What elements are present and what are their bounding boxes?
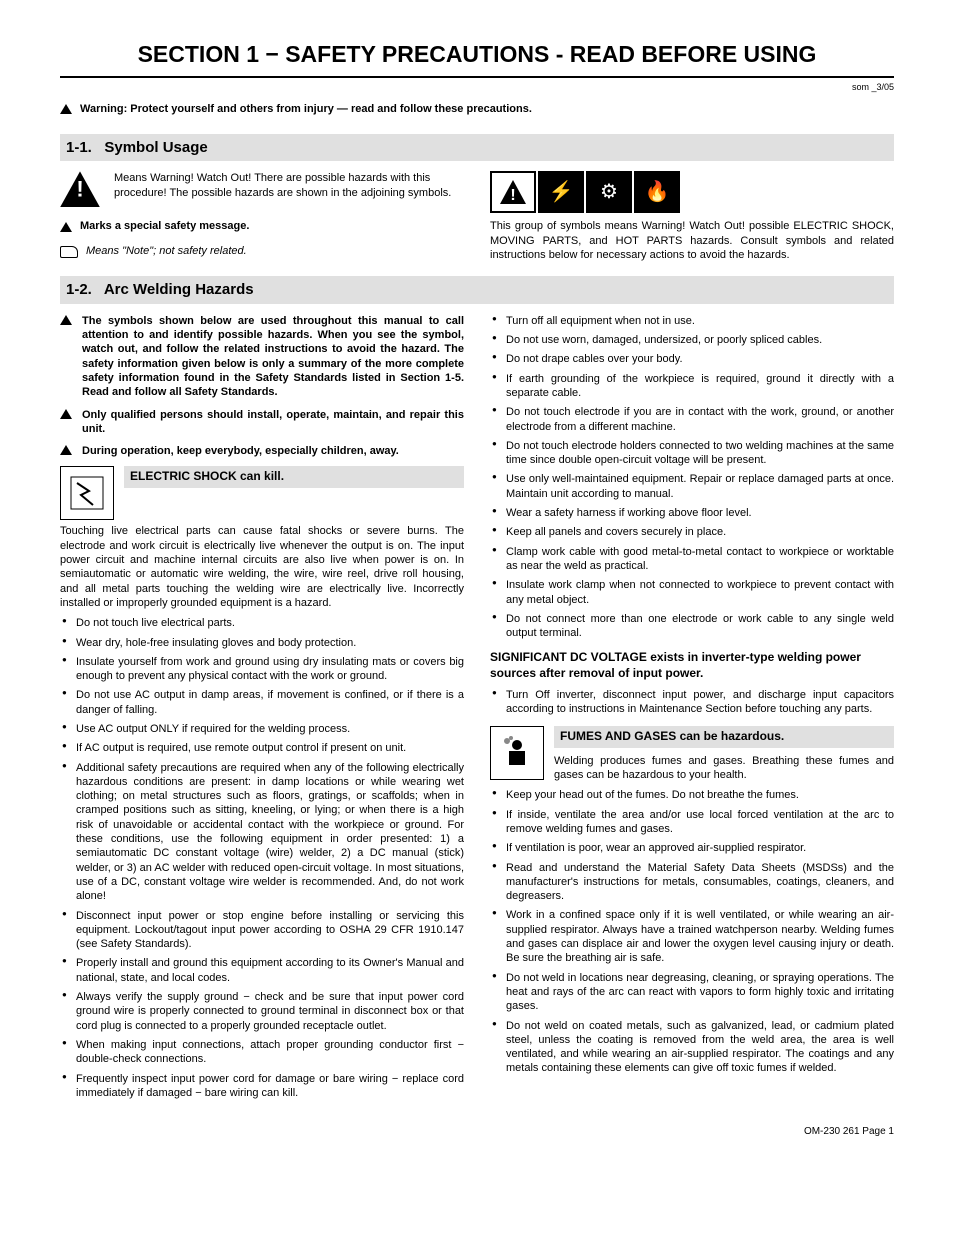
list-item: If earth grounding of the workpiece is r… <box>490 372 894 401</box>
list-item: Frequently inspect input power cord for … <box>60 1072 464 1101</box>
list-item: If AC output is required, use remote out… <box>60 741 464 755</box>
list-item: If inside, ventilate the area and/or use… <box>490 808 894 837</box>
list-item: Work in a confined space only if it is w… <box>490 908 894 965</box>
heading-title: Symbol Usage <box>104 139 207 156</box>
fumes-block: FUMES AND GASES can be hazardous. Weldin… <box>490 726 894 782</box>
top-warning-text: Warning: Protect yourself and others fro… <box>80 102 532 116</box>
electric-bullets-right: Turn off all equipment when not in use. … <box>490 314 894 641</box>
list-item: Do not drape cables over your body. <box>490 352 894 366</box>
heading-num: 1-1. <box>66 139 92 156</box>
symbol-strip: ! ⚡ ⚙ 🔥 <box>490 171 894 213</box>
list-item: Do not touch live electrical parts. <box>60 616 464 630</box>
heading-num: 1-2. <box>66 281 92 298</box>
strip-hot-parts-icon: 🔥 <box>634 171 680 213</box>
svg-text:!: ! <box>510 187 515 204</box>
list-item: If ventilation is poor, wear an approved… <box>490 841 894 855</box>
symbol-usage-columns: Means Warning! Watch Out! There are poss… <box>60 171 894 262</box>
strip-moving-parts-icon: ⚙ <box>586 171 632 213</box>
strip-shock-icon: ⚡ <box>538 171 584 213</box>
list-item: Use only well-maintained equipment. Repa… <box>490 472 894 501</box>
list-item: Keep your head out of the fumes. Do not … <box>490 788 894 802</box>
list-item: Do not touch electrode if you are in con… <box>490 405 894 434</box>
triangle-list: The symbols shown below are used through… <box>60 314 464 459</box>
warning-triangle-icon <box>60 222 72 232</box>
list-item: Wear a safety harness if working above f… <box>490 506 894 520</box>
strip-warning-icon: ! <box>490 171 536 213</box>
list-item: Read and understand the Material Safety … <box>490 861 894 904</box>
fumes-bullets: Keep your head out of the fumes. Do not … <box>490 788 894 1075</box>
list-item: Wear dry, hole-free insulating gloves an… <box>60 636 464 650</box>
heading-1-1: 1-1. Symbol Usage <box>60 134 894 162</box>
doc-revision: som _3/05 <box>60 82 894 94</box>
list-item: Do not use worn, damaged, undersized, or… <box>490 333 894 347</box>
fumes-icon <box>490 726 544 780</box>
dc-voltage-heading: SIGNIFICANT DC VOLTAGE exists in inverte… <box>490 650 894 681</box>
list-item: Use AC output ONLY if required for the w… <box>60 722 464 736</box>
electric-bullets-left: Do not touch live electrical parts. Wear… <box>60 616 464 1100</box>
electric-intro: Touching live electrical parts can cause… <box>60 524 464 610</box>
arc-welding-columns: The symbols shown below are used through… <box>60 314 894 1105</box>
heading-title: Arc Welding Hazards <box>104 281 254 298</box>
page-footer: OM-230 261 Page 1 <box>60 1125 894 1138</box>
list-item: Do not connect more than one electrode o… <box>490 612 894 641</box>
fumes-intro: Welding produces fumes and gases. Breath… <box>554 754 894 783</box>
list-item: Additional safety precautions are requir… <box>60 761 464 904</box>
list-item: Clamp work cable with good metal-to-meta… <box>490 545 894 574</box>
electric-shock-block: ELECTRIC SHOCK can kill. <box>60 466 464 520</box>
list-item: Do not weld on coated metals, such as ga… <box>490 1019 894 1076</box>
note-icon <box>60 246 78 258</box>
means-note-text: Means "Note"; not safety related. <box>86 244 247 258</box>
list-item: Turn off all equipment when not in use. <box>490 314 894 328</box>
list-item: Always verify the supply ground − check … <box>60 990 464 1033</box>
section-title: SECTION 1 − SAFETY PRECAUTIONS - READ BE… <box>60 40 894 78</box>
list-item: Insulate work clamp when not connected t… <box>490 578 894 607</box>
tri-item: The symbols shown below are used through… <box>60 314 464 400</box>
warning-triangle-icon <box>60 104 72 114</box>
dc-voltage-bullets: Turn Off inverter, disconnect input powe… <box>490 688 894 717</box>
electric-shock-icon <box>60 466 114 520</box>
symbol-group-text: This group of symbols means Warning! Wat… <box>490 219 894 262</box>
heading-1-2: 1-2. Arc Welding Hazards <box>60 276 894 304</box>
top-warning-row: Warning: Protect yourself and others fro… <box>60 102 894 116</box>
list-item: Do not touch electrode holders connected… <box>490 439 894 468</box>
list-item: Do not use AC output in damp areas, if m… <box>60 688 464 717</box>
marks-special-text: Marks a special safety message. <box>80 219 249 233</box>
fumes-heading: FUMES AND GASES can be hazardous. <box>554 726 894 748</box>
big-warning-icon <box>60 171 100 207</box>
list-item: When making input connections, attach pr… <box>60 1038 464 1067</box>
list-item: Properly install and ground this equipme… <box>60 956 464 985</box>
list-item: Turn Off inverter, disconnect input powe… <box>490 688 894 717</box>
list-item: Disconnect input power or stop engine be… <box>60 909 464 952</box>
tri-item: Only qualified persons should install, o… <box>60 408 464 437</box>
list-item: Insulate yourself from work and ground u… <box>60 655 464 684</box>
means-warning-text: Means Warning! Watch Out! There are poss… <box>114 171 464 207</box>
list-item: Do not weld in locations near degreasing… <box>490 971 894 1014</box>
tri-item: During operation, keep everybody, especi… <box>60 444 464 458</box>
electric-shock-heading: ELECTRIC SHOCK can kill. <box>124 466 464 488</box>
list-item: Keep all panels and covers securely in p… <box>490 525 894 539</box>
